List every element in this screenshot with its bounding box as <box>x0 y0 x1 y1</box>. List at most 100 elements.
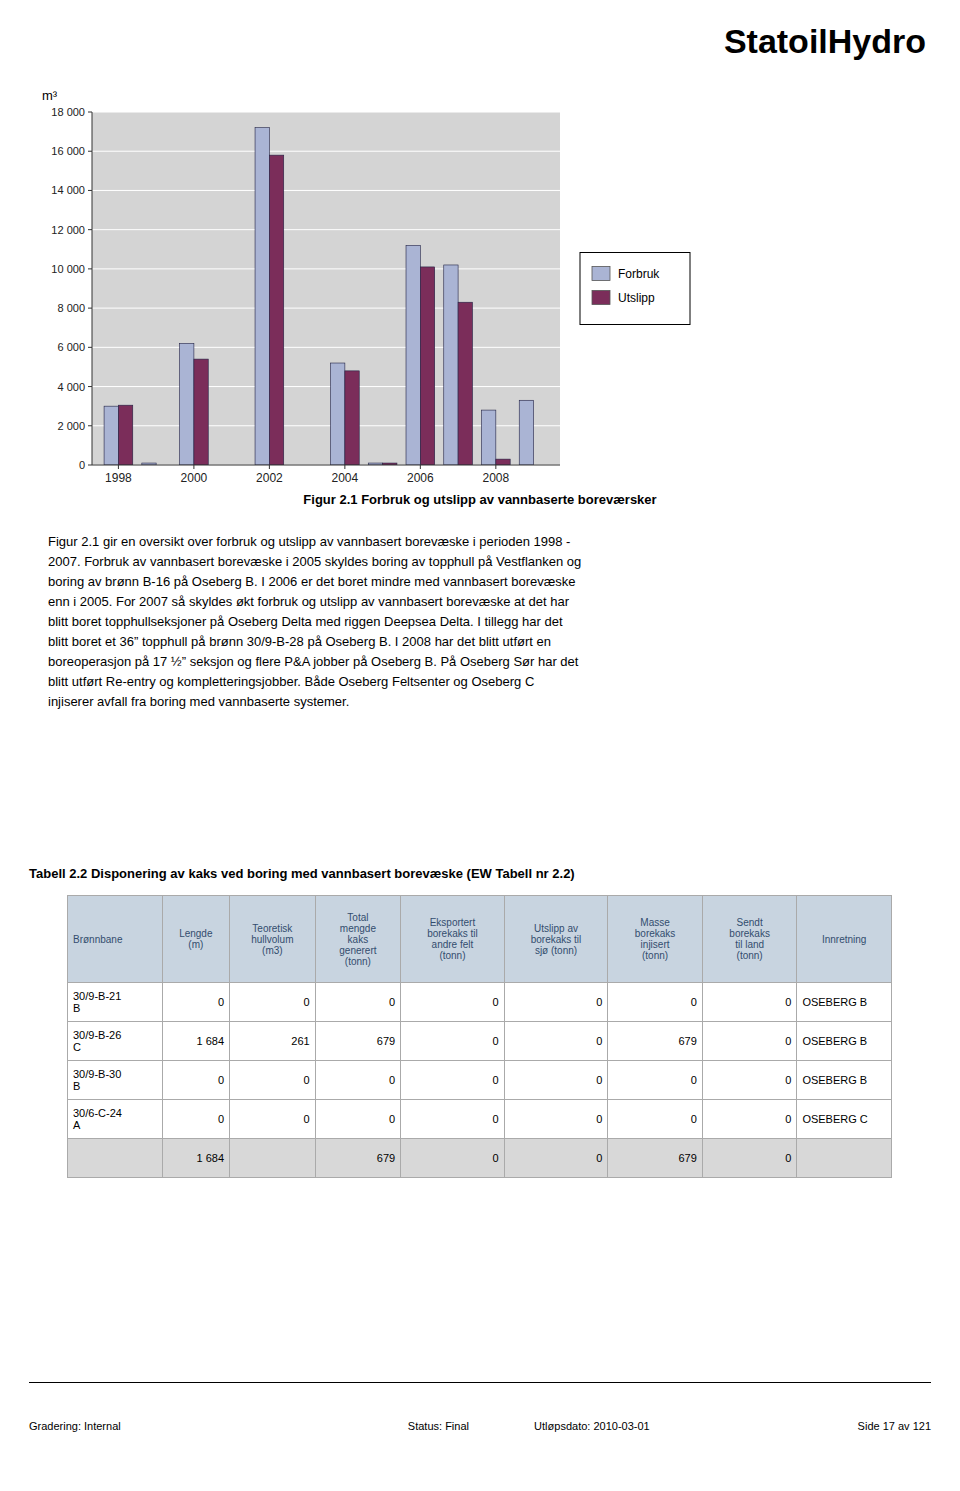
grid-line <box>92 268 560 269</box>
table-cell: 0 <box>504 1022 608 1061</box>
x-tick <box>118 465 119 469</box>
table-row: 1 684679006790 <box>68 1139 892 1178</box>
table-cell: 0 <box>504 1061 608 1100</box>
y-tick <box>88 268 92 269</box>
y-axis-line <box>92 112 93 465</box>
bar <box>255 128 269 465</box>
table-title: Tabell 2.2 Disponering av kaks ved borin… <box>29 866 575 881</box>
grid-line <box>92 465 560 466</box>
grid-line <box>92 112 560 113</box>
footer-center: Utløpsdato: 2010-03-01 <box>534 1420 650 1432</box>
table-cell: 261 <box>230 1022 316 1061</box>
table-row: 30/6-C-24 A0000000OSEBERG C <box>68 1100 892 1139</box>
body-line: boreoperasjon på 17 ½” seksjon og flere … <box>48 652 581 672</box>
table-cell: 0 <box>162 1100 230 1139</box>
x-tick-label: 2006 <box>407 471 434 485</box>
legend-frame <box>580 253 690 325</box>
table-cell: 0 <box>162 1061 230 1100</box>
x-tick <box>193 465 194 469</box>
bar <box>519 400 533 465</box>
body-line: enn i 2005. For 2007 så skyldes økt forb… <box>48 592 581 612</box>
x-tick-label: 2008 <box>482 471 509 485</box>
table-cell: 0 <box>401 1139 505 1178</box>
table-row: 30/9-B-30 B0000000OSEBERG B <box>68 1061 892 1100</box>
legend-label: Forbruk <box>618 267 660 281</box>
table-cell: 0 <box>504 1139 608 1178</box>
table-cell: 679 <box>315 1022 401 1061</box>
table-row: 30/9-B-21 B0000000OSEBERG B <box>68 983 892 1022</box>
x-tick <box>269 465 270 469</box>
grid-line <box>92 347 560 348</box>
table-header-cell: Sendt borekaks til land (tonn) <box>702 896 797 983</box>
table-cell: 30/9-B-30 B <box>68 1061 163 1100</box>
y-tick-label: 10 000 <box>51 263 85 275</box>
table-cell: 0 <box>702 983 797 1022</box>
y-tick-label: 14 000 <box>51 184 85 196</box>
table-cell: 0 <box>162 983 230 1022</box>
y-tick <box>88 347 92 348</box>
table-cell: 0 <box>702 1139 797 1178</box>
x-tick <box>344 465 345 469</box>
bar <box>345 371 359 465</box>
body-text: Figur 2.1 gir en oversikt over forbruk o… <box>48 532 581 712</box>
x-tick-label: 2000 <box>181 471 208 485</box>
table-cell: 0 <box>702 1100 797 1139</box>
x-tick-label: 1998 <box>105 471 132 485</box>
bar <box>180 343 194 465</box>
bar <box>194 359 208 465</box>
bar <box>444 265 458 465</box>
grid-line <box>92 151 560 152</box>
chart: 02 0004 0006 0008 00010 00012 00014 0001… <box>0 0 960 490</box>
table-cell: OSEBERG B <box>797 983 892 1022</box>
y-tick-label: 12 000 <box>51 224 85 236</box>
table-cell: 0 <box>401 1100 505 1139</box>
y-tick-label: 4 000 <box>57 381 85 393</box>
table: BrønnbaneLengde (m)Teoretisk hullvolum (… <box>67 895 892 1178</box>
table-cell <box>230 1139 316 1178</box>
table-cell: 679 <box>608 1139 703 1178</box>
table-cell: OSEBERG C <box>797 1100 892 1139</box>
table-header-cell: Brønnbane <box>68 896 163 983</box>
table-cell: 0 <box>702 1061 797 1100</box>
table-cell: 0 <box>230 983 316 1022</box>
table-cell: 0 <box>315 1061 401 1100</box>
table-header-cell: Innretning <box>797 896 892 983</box>
bars <box>104 128 534 465</box>
y-tick-label: 16 000 <box>51 145 85 157</box>
table-row: 30/9-B-26 C1 684261679006790OSEBERG B <box>68 1022 892 1061</box>
body-line: boring av brønn B-16 på Oseberg B. I 200… <box>48 572 581 592</box>
table-cell: 30/6-C-24 A <box>68 1100 163 1139</box>
legend-swatch <box>592 267 610 281</box>
table-cell: 0 <box>401 1022 505 1061</box>
legend-swatch <box>592 291 610 305</box>
table-header-cell: Total mengde kaks generert (tonn) <box>315 896 401 983</box>
table-cell: 0 <box>608 983 703 1022</box>
body-line: blitt boret et 36” topphull på brønn 30/… <box>48 632 581 652</box>
table-cell <box>797 1139 892 1178</box>
x-tick-label: 2004 <box>332 471 359 485</box>
y-tick-label: 18 000 <box>51 106 85 118</box>
bar <box>331 363 345 465</box>
grid-line <box>92 308 560 309</box>
y-tick-label: 8 000 <box>57 302 85 314</box>
bar <box>104 406 118 465</box>
table-cell: 0 <box>504 983 608 1022</box>
y-axis-label: m³ <box>42 88 58 103</box>
legend: ForbrukUtslipp <box>580 253 690 325</box>
y-tick <box>88 112 92 113</box>
table-header-cell: Eksportert borekaks til andre felt (tonn… <box>401 896 505 983</box>
table-cell: 0 <box>230 1061 316 1100</box>
y-tick <box>88 190 92 191</box>
table-cell: 0 <box>401 983 505 1022</box>
table-cell: 30/9-B-21 B <box>68 983 163 1022</box>
table-cell: 0 <box>401 1061 505 1100</box>
grid-line <box>92 386 560 387</box>
footer-left: Gradering: Internal <box>29 1420 121 1432</box>
table-cell: 0 <box>608 1061 703 1100</box>
table-header-cell: Masse borekaks injisert (tonn) <box>608 896 703 983</box>
body-line: 2007. Forbruk av vannbasert borevæske i … <box>48 552 581 572</box>
y-tick <box>88 465 92 466</box>
y-tick <box>88 308 92 309</box>
table-cell: OSEBERG B <box>797 1061 892 1100</box>
y-tick-label: 2 000 <box>57 420 85 432</box>
